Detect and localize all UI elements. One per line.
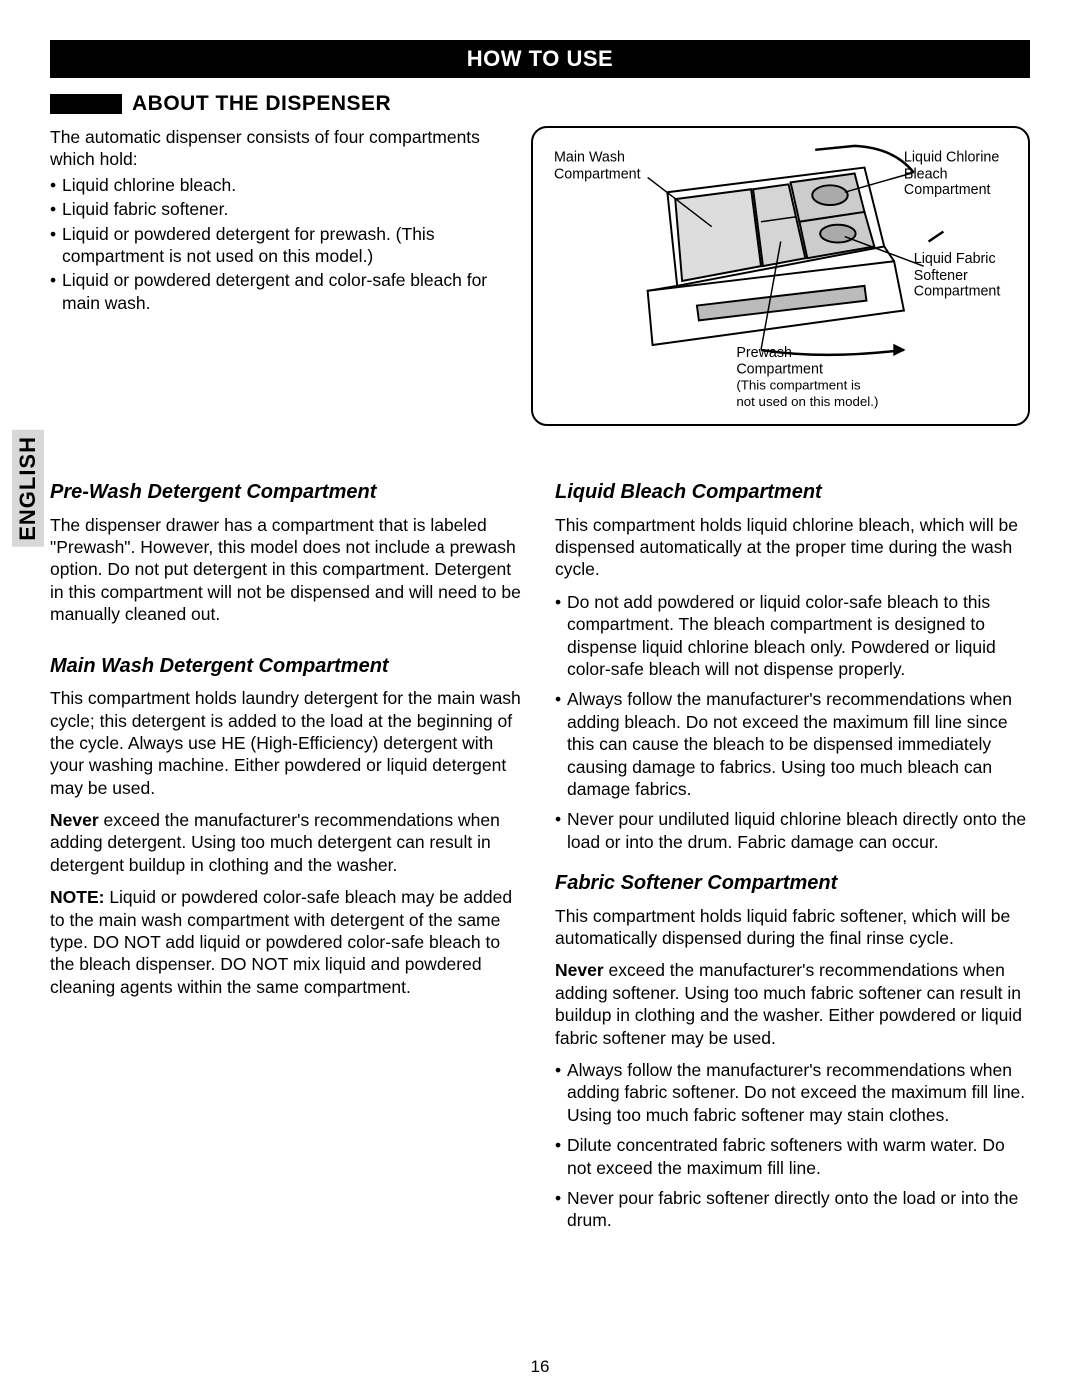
section-title: ABOUT THE DISPENSER (50, 92, 1030, 116)
softener-item: Always follow the manufacturer's recomme… (555, 1059, 1030, 1126)
left-column: Pre-Wash Detergent Compartment The dispe… (50, 476, 525, 1240)
diagram-label-softener: Liquid Fabric Softener Compartment (913, 251, 1012, 300)
intro-item: Liquid fabric softener. (50, 198, 511, 220)
mainwash-p1: This compartment holds laundry detergent… (50, 687, 525, 799)
mainwash-p2: Never exceed the manufacturer's recommen… (50, 809, 525, 876)
softener-p1: This compartment holds liquid fabric sof… (555, 905, 1030, 950)
bleach-bullets: Do not add powdered or liquid color-safe… (555, 591, 1030, 853)
section-title-text: ABOUT THE DISPENSER (132, 92, 391, 116)
intro-row: The automatic dispenser consists of four… (50, 126, 1030, 426)
body-columns: Pre-Wash Detergent Compartment The dispe… (50, 476, 1030, 1240)
softener-item: Dilute concentrated fabric softeners wit… (555, 1134, 1030, 1179)
softener-p2: Never exceed the manufacturer's recommen… (555, 959, 1030, 1049)
page-number: 16 (0, 1357, 1080, 1377)
note-bold: NOTE: (50, 887, 104, 907)
prewash-heading: Pre-Wash Detergent Compartment (50, 480, 525, 506)
intro-lead: The automatic dispenser consists of four… (50, 126, 511, 171)
right-column: Liquid Bleach Compartment This compartme… (555, 476, 1030, 1240)
mainwash-p3-rest: Liquid or powdered color-safe bleach may… (50, 887, 512, 997)
prewash-note2: not used on this model.) (736, 394, 878, 409)
intro-bullets: Liquid chlorine bleach. Liquid fabric so… (50, 174, 511, 314)
intro-item: Liquid chlorine bleach. (50, 174, 511, 196)
bleach-heading: Liquid Bleach Compartment (555, 480, 1030, 506)
mainwash-heading: Main Wash Detergent Compartment (50, 654, 525, 680)
dispenser-diagram: Main Wash Compartment Liquid Chlorine Bl… (531, 126, 1030, 426)
prewash-note1: (This compartment is (736, 378, 860, 393)
prewash-line2: Compartment (736, 361, 823, 377)
prewash-line1: Prewash (736, 345, 792, 361)
softener-heading: Fabric Softener Compartment (555, 871, 1030, 897)
diagram-label-main-wash: Main Wash Compartment (554, 150, 672, 183)
language-tab: ENGLISH (12, 430, 44, 547)
bleach-item: Always follow the manufacturer's recomme… (555, 688, 1030, 800)
dispenser-svg: Main Wash Compartment Liquid Chlorine Bl… (547, 138, 1014, 414)
mainwash-p3: NOTE: Liquid or powdered color-safe blea… (50, 886, 525, 998)
never-bold-2: Never (555, 960, 604, 980)
prewash-para: The dispenser drawer has a compartment t… (50, 514, 525, 626)
intro-item: Liquid or powdered detergent and color-s… (50, 269, 511, 314)
intro-text: The automatic dispenser consists of four… (50, 126, 511, 426)
banner-how-to-use: HOW TO USE (50, 40, 1030, 78)
diagram-container: Main Wash Compartment Liquid Chlorine Bl… (531, 126, 1030, 426)
softener-p2-rest: exceed the manufacturer's recommendation… (555, 960, 1022, 1047)
title-black-box (50, 94, 122, 114)
intro-item: Liquid or powdered detergent for prewash… (50, 223, 511, 268)
softener-item: Never pour fabric softener directly onto… (555, 1187, 1030, 1232)
softener-bullets: Always follow the manufacturer's recomme… (555, 1059, 1030, 1232)
diagram-label-bleach: Liquid Chlorine Bleach Compartment (904, 150, 1012, 199)
mainwash-p2-rest: exceed the manufacturer's recommendation… (50, 810, 500, 875)
diagram-label-prewash: Prewash Compartment (This compartment is… (736, 345, 933, 411)
never-bold: Never (50, 810, 99, 830)
page: HOW TO USE ABOUT THE DISPENSER The autom… (0, 0, 1080, 1397)
bleach-p1: This compartment holds liquid chlorine b… (555, 514, 1030, 581)
bleach-item: Do not add powdered or liquid color-safe… (555, 591, 1030, 681)
bleach-item: Never pour undiluted liquid chlorine ble… (555, 808, 1030, 853)
